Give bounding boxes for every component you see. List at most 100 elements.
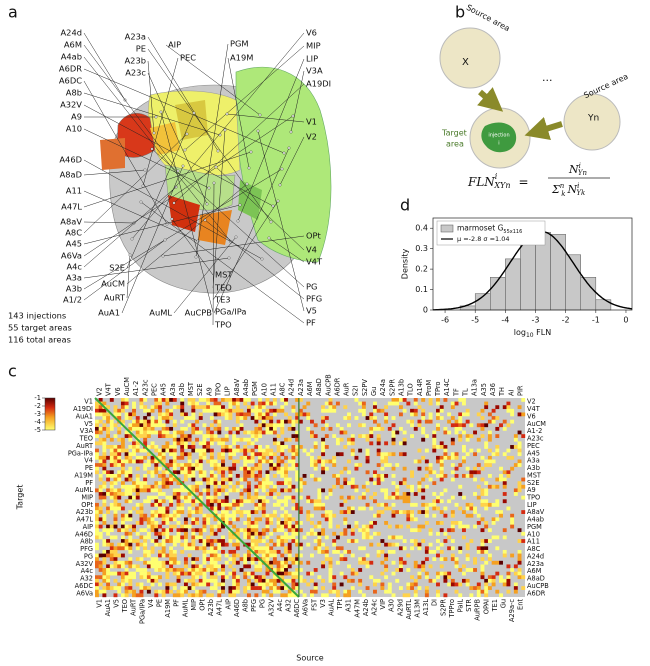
heat-cell bbox=[95, 557, 99, 562]
heat-cell bbox=[287, 488, 292, 493]
heat-cell bbox=[183, 412, 188, 417]
heat-cell bbox=[132, 401, 136, 406]
heat-cell bbox=[250, 455, 255, 460]
heat-cell bbox=[413, 564, 418, 569]
heat-cell bbox=[265, 513, 270, 518]
heat-cell bbox=[480, 492, 485, 496]
heat-cell bbox=[213, 510, 218, 514]
heat-cell bbox=[280, 513, 285, 518]
row-label: A3b bbox=[527, 464, 540, 472]
heat-cell bbox=[443, 473, 448, 478]
heat-cell bbox=[221, 499, 225, 504]
heat-cell bbox=[480, 517, 485, 522]
heat-cell bbox=[521, 539, 526, 543]
heat-cell bbox=[306, 495, 311, 500]
heat-cell bbox=[172, 542, 177, 547]
heat-cell bbox=[517, 445, 522, 449]
heat-cell bbox=[143, 542, 148, 547]
heat-cell bbox=[102, 589, 107, 594]
row-label: AuA1 bbox=[76, 412, 93, 420]
heat-cell bbox=[146, 521, 151, 525]
column-label: A46D bbox=[233, 599, 241, 617]
heat-cell bbox=[484, 401, 489, 406]
heat-cell bbox=[287, 481, 292, 486]
heat-cell bbox=[143, 517, 148, 522]
heat-cell bbox=[269, 578, 274, 583]
heat-cell bbox=[280, 452, 285, 457]
heat-cell bbox=[246, 459, 251, 464]
heat-cell bbox=[272, 452, 277, 457]
heat-cell bbox=[436, 473, 440, 478]
heat-cell bbox=[217, 463, 222, 467]
heat-cell bbox=[202, 521, 207, 525]
heat-cell bbox=[272, 463, 277, 467]
heat-cell bbox=[328, 426, 333, 431]
heat-cell bbox=[135, 495, 140, 500]
heat-cell bbox=[321, 542, 326, 547]
heat-cell bbox=[221, 463, 225, 467]
heat-cell bbox=[187, 470, 192, 475]
row-label: V4T bbox=[527, 405, 541, 413]
heat-cell bbox=[250, 546, 255, 551]
heat-cell bbox=[95, 589, 99, 594]
heat-cell bbox=[261, 593, 266, 598]
heat-cell bbox=[373, 419, 377, 424]
heat-cell bbox=[402, 499, 407, 504]
heat-cell bbox=[280, 535, 285, 540]
heat-cell bbox=[332, 582, 337, 587]
heat-cell bbox=[246, 531, 251, 536]
heat-cell bbox=[213, 531, 218, 536]
heat-cell bbox=[421, 477, 426, 482]
heat-cell bbox=[439, 499, 444, 504]
heat-cell bbox=[95, 466, 99, 471]
heat-cell bbox=[395, 510, 400, 514]
heat-cell bbox=[235, 445, 240, 449]
heat-cell bbox=[228, 401, 233, 406]
heat-cell bbox=[158, 455, 162, 460]
heat-cell bbox=[361, 506, 366, 511]
heat-cell bbox=[387, 589, 392, 594]
heat-cell bbox=[232, 408, 237, 413]
heat-cell bbox=[98, 564, 103, 569]
heat-cell bbox=[224, 492, 229, 496]
heat-cell bbox=[265, 517, 270, 522]
heat-cell bbox=[487, 434, 492, 438]
formula-part: i bbox=[577, 182, 579, 190]
heat-cell bbox=[295, 437, 300, 442]
heat-cell bbox=[506, 506, 511, 511]
heat-cell bbox=[139, 589, 144, 594]
heat-cell bbox=[421, 524, 426, 529]
heat-cell bbox=[465, 502, 470, 507]
heat-cell bbox=[106, 582, 111, 587]
heat-cell bbox=[165, 553, 170, 558]
heat-cell bbox=[428, 463, 433, 467]
heat-cell bbox=[146, 463, 151, 467]
heat-cell bbox=[102, 448, 107, 453]
leader-line bbox=[131, 32, 305, 240]
heat-cell bbox=[417, 510, 422, 514]
heat-cell bbox=[213, 488, 218, 493]
heat-cell bbox=[291, 484, 296, 489]
heat-cell bbox=[261, 448, 266, 453]
heat-cell bbox=[269, 430, 274, 435]
heat-cell bbox=[313, 589, 318, 594]
heat-cell bbox=[120, 506, 125, 511]
heat-cell bbox=[206, 434, 211, 438]
leader-line bbox=[171, 218, 214, 276]
heat-cell bbox=[169, 416, 174, 420]
heat-cell bbox=[217, 546, 222, 551]
heat-cell bbox=[454, 564, 459, 569]
heat-cell bbox=[158, 430, 162, 435]
heat-cell bbox=[354, 484, 359, 489]
heat-cell bbox=[402, 441, 407, 446]
heat-cell bbox=[206, 408, 211, 413]
heat-cell bbox=[243, 560, 248, 565]
heat-cell bbox=[198, 539, 203, 543]
heat-cell bbox=[143, 513, 148, 518]
heat-cell bbox=[139, 506, 144, 511]
heat-cell bbox=[358, 463, 363, 467]
heat-cell bbox=[206, 492, 211, 496]
formula-part: N bbox=[568, 163, 579, 176]
heat-cell bbox=[98, 463, 103, 467]
heat-cell bbox=[254, 549, 259, 554]
